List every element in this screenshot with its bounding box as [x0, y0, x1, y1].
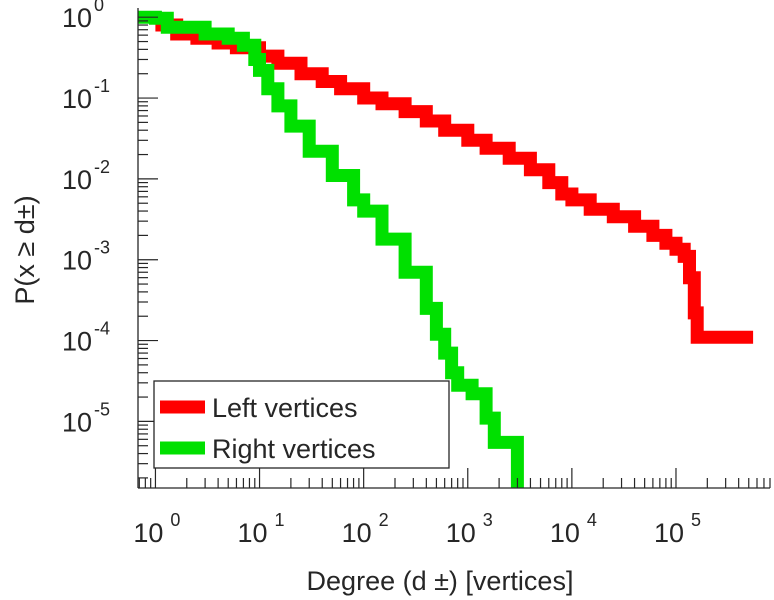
- svg-text:10: 10: [62, 407, 92, 437]
- svg-text:10: 10: [550, 518, 580, 548]
- svg-text:10: 10: [238, 518, 268, 548]
- series-line-right-vertices: [138, 10, 524, 488]
- x-tick-label: 10 3: [446, 510, 493, 548]
- svg-text:10: 10: [62, 3, 92, 33]
- x-tick-label: 10 5: [654, 510, 701, 548]
- x-axis-label: Degree (d ±) [vertices]: [307, 566, 574, 596]
- x-tick-label: 10 0: [133, 510, 180, 548]
- svg-text:-4: -4: [94, 319, 110, 339]
- svg-text:10: 10: [446, 518, 476, 548]
- svg-text:10: 10: [342, 518, 372, 548]
- x-axis-ticks: 10 0 10 1 10 2 10 3 10 4 10 5: [133, 468, 771, 548]
- x-tick-label: 10 4: [550, 510, 597, 548]
- svg-text:5: 5: [691, 510, 701, 530]
- legend-entry-label: Right vertices: [212, 434, 376, 464]
- legend-entry-label: Left vertices: [212, 393, 358, 423]
- svg-text:-3: -3: [94, 238, 110, 258]
- x-tick-label: 10 1: [238, 510, 285, 548]
- y-tick-label: 10 -2: [62, 157, 110, 195]
- svg-text:2: 2: [379, 510, 389, 530]
- svg-text:0: 0: [94, 0, 104, 15]
- svg-text:10: 10: [133, 518, 163, 548]
- svg-text:4: 4: [587, 510, 597, 530]
- plot-lines: [138, 10, 754, 488]
- svg-text:0: 0: [170, 510, 180, 530]
- y-axis-label: P(x ≥ d±): [10, 195, 40, 304]
- y-tick-label: 10 -5: [62, 399, 110, 437]
- y-tick-label: 10 0: [62, 0, 104, 33]
- svg-text:1: 1: [275, 510, 285, 530]
- svg-text:3: 3: [483, 510, 493, 530]
- y-tick-label: 10 -3: [62, 238, 110, 276]
- svg-text:-1: -1: [94, 76, 110, 96]
- svg-text:-5: -5: [94, 399, 110, 419]
- svg-text:10: 10: [62, 165, 92, 195]
- svg-text:10: 10: [62, 327, 92, 357]
- x-tick-label: 10 2: [342, 510, 389, 548]
- svg-text:10: 10: [62, 84, 92, 114]
- legend: Left vertices Right vertices: [153, 380, 450, 469]
- y-tick-label: 10 -4: [62, 319, 110, 357]
- svg-text:10: 10: [654, 518, 684, 548]
- svg-text:10: 10: [62, 246, 92, 276]
- y-tick-label: 10 -1: [62, 76, 110, 114]
- series-line-left-vertices: [155, 18, 754, 344]
- svg-text:-2: -2: [94, 157, 110, 177]
